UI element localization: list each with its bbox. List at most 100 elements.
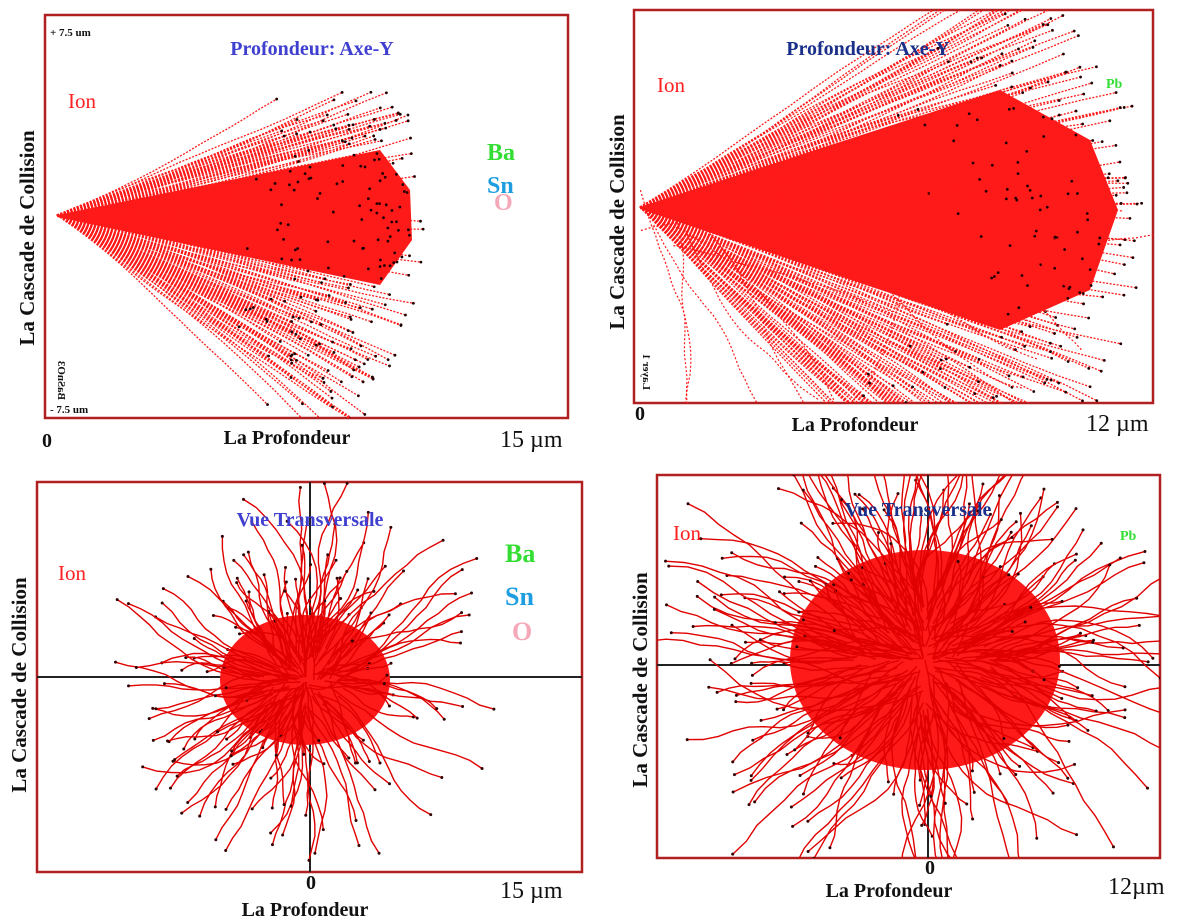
collision-dot [868, 381, 871, 385]
trajectory [639, 10, 947, 208]
trajectory [971, 605, 1160, 636]
collision-dot [307, 149, 311, 152]
trajectory [678, 211, 821, 401]
trajectory [907, 475, 924, 607]
collision-dot [1007, 573, 1011, 577]
trajectory [932, 695, 974, 771]
collision-dot [1135, 202, 1139, 206]
trajectory [56, 211, 362, 221]
trajectory [639, 10, 1025, 208]
collision-dot [331, 405, 334, 409]
collision-dot [759, 718, 763, 722]
collision-dot [1056, 449, 1059, 452]
trajectory [798, 609, 902, 637]
collision-dot [298, 337, 302, 341]
trajectory [274, 620, 292, 672]
trajectory [901, 659, 940, 858]
trajectory [639, 150, 1027, 208]
collision-dot [1183, 682, 1186, 685]
collision-dot [1074, 507, 1078, 511]
collision-dot [1142, 561, 1146, 565]
collision-dot [360, 218, 364, 221]
collision-dot [1076, 686, 1080, 690]
collision-dot [1043, 381, 1047, 385]
trajectory [225, 677, 300, 689]
trajectory [885, 196, 1124, 213]
collision-dot [977, 357, 981, 361]
trajectory [883, 509, 908, 607]
trajectory [639, 206, 1010, 377]
trajectory [56, 113, 349, 216]
collision-dot [318, 342, 321, 346]
layer-label: BaSnO3 [55, 360, 67, 400]
trajectory [56, 214, 391, 267]
trajectory [983, 619, 1154, 659]
collision-dot [184, 656, 188, 660]
trajectory [56, 214, 363, 250]
trajectory [56, 124, 350, 216]
collision-dot [896, 492, 900, 496]
trajectory [639, 10, 1007, 208]
trajectory [932, 678, 1074, 785]
trajectory [639, 206, 835, 403]
collision-dot [970, 769, 974, 773]
collision-dot [297, 160, 300, 163]
collision-dot [971, 161, 975, 165]
trajectory [639, 18, 1052, 208]
collision-dot [168, 786, 172, 790]
trajectory [990, 665, 1115, 848]
trajectory [798, 702, 925, 858]
collision-dot [712, 607, 716, 611]
collision-dot [1007, 408, 1010, 411]
collision-dot [348, 315, 352, 319]
legend-item: Sn [505, 582, 534, 611]
collision-dot [1125, 191, 1129, 195]
trajectory [56, 214, 369, 361]
trajectory [292, 687, 305, 755]
collision-dot [380, 139, 383, 143]
collision-dot [387, 613, 391, 617]
trajectory [56, 214, 330, 297]
collision-dot [1062, 52, 1065, 56]
trajectory [932, 574, 1009, 649]
trajectory [116, 599, 257, 681]
trajectory [56, 214, 372, 323]
trajectories [37, 482, 582, 872]
trajectory [989, 640, 1160, 663]
collision-dot [1025, 149, 1029, 153]
collision-dot [1146, 660, 1150, 664]
trajectory [671, 632, 858, 661]
trajectory [232, 685, 304, 765]
collision-dot [1026, 416, 1029, 419]
collision-dot [282, 803, 286, 807]
collision-dot [225, 737, 229, 741]
collision-dot [160, 601, 164, 605]
collision-dot [316, 197, 319, 200]
collision-dot [1049, 17, 1053, 20]
collision-dot [971, 817, 975, 821]
trajectory [639, 206, 875, 403]
trajectory [639, 113, 970, 208]
collision-dot [664, 559, 668, 563]
collision-dot [388, 782, 392, 786]
collision-dot [361, 738, 365, 742]
collision-dot [1097, 242, 1101, 246]
trajectory [639, 206, 1056, 319]
legend-item: Pb [1106, 77, 1123, 92]
collision-dot [980, 56, 984, 60]
trajectory [56, 214, 409, 231]
collision-dot [343, 140, 347, 144]
trajectory [639, 206, 948, 325]
trajectory [709, 659, 924, 712]
collision-dot [352, 368, 356, 372]
collision-dot [390, 209, 394, 212]
collision-dot [1008, 244, 1012, 248]
collision-dot [305, 520, 309, 524]
trajectory [56, 184, 290, 216]
trajectory [56, 208, 377, 216]
collision-dot [864, 448, 867, 451]
collision-dot [1081, 292, 1085, 295]
x-end-label: 15 µm [500, 427, 563, 453]
collision-dot [953, 3, 956, 6]
trajectory [56, 214, 285, 302]
